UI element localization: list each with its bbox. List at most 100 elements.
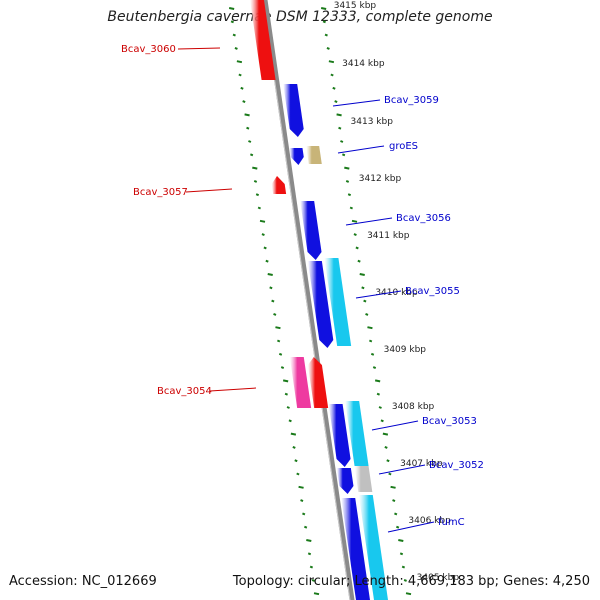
right-tick-track: [340, 140, 344, 143]
left-tick-track: [265, 259, 269, 263]
right-tick-track: [388, 472, 392, 476]
right-tick-track: [342, 153, 346, 157]
right-tick-track: [382, 432, 389, 436]
right-tick-track: [374, 379, 381, 383]
left-tick-track: [255, 193, 260, 197]
right-tick-track: [349, 206, 353, 210]
left-tick-track: [286, 406, 290, 409]
gene-bcav-3060: [250, 0, 276, 80]
kbp-label: 3414 kbp: [342, 59, 385, 69]
gene-leader-line: [337, 145, 385, 154]
left-tick-track: [296, 472, 300, 476]
left-tick-track: [292, 445, 296, 449]
right-tick-track: [345, 179, 350, 183]
gene-label: Bcav_3053: [422, 416, 477, 427]
left-tick-track: [313, 592, 320, 596]
right-tick-track: [401, 565, 406, 569]
accession-text: Accession: NC_012669: [9, 574, 157, 589]
gene-bcav-3053: [345, 401, 369, 466]
gene-groes-inner: [289, 148, 304, 165]
left-tick-track: [244, 113, 250, 117]
topology-text: Topology: circular; Length: 4,669,183 bp…: [232, 574, 590, 589]
left-tick-track: [300, 499, 304, 503]
right-tick-track: [365, 312, 369, 316]
gene-label: groES: [389, 141, 418, 152]
right-tick-track: [405, 592, 412, 596]
gene-label: Bcav_3059: [384, 95, 439, 106]
kbp-label: 3407 kbp: [400, 459, 443, 469]
kbp-label: 3409 kbp: [384, 345, 427, 355]
gene-bcav-3052-inner: [336, 468, 354, 494]
right-tick-track: [355, 246, 359, 250]
right-tick-track: [320, 7, 327, 10]
kbp-label: 3406 kbp: [408, 516, 451, 526]
gene-bcav-3054-outer: [289, 357, 312, 408]
gene-leader-line: [332, 99, 381, 107]
left-tick-track: [271, 299, 275, 303]
right-tick-track: [369, 339, 373, 343]
left-tick-track: [269, 286, 273, 290]
right-tick-track: [338, 126, 342, 130]
gene-leader-line: [371, 420, 419, 431]
map-title: Beutenbergia cavernae DSM 12333, complet…: [107, 9, 493, 25]
left-tick-track: [277, 339, 281, 343]
right-tick-track: [399, 552, 404, 556]
gene-fumc: [358, 495, 388, 600]
left-tick-track: [252, 166, 258, 170]
left-tick-track: [238, 73, 242, 77]
gene-fumc-inner: [341, 498, 370, 600]
left-tick-track: [278, 352, 283, 356]
gene-bcav-3055: [324, 258, 352, 346]
left-tick-track: [232, 33, 236, 37]
left-tick-track: [240, 86, 244, 90]
right-tick-track: [351, 219, 358, 223]
right-tick-track: [359, 273, 365, 276]
backbone-highlight: [262, 0, 351, 600]
left-tick-track: [253, 179, 258, 183]
genome-backbone: [262, 0, 355, 600]
left-tick-track: [246, 126, 250, 130]
right-tick-track: [380, 419, 384, 423]
kbp-label: 3405 kbp: [417, 573, 460, 583]
right-tick-track: [332, 86, 336, 90]
right-tick-track: [398, 539, 404, 542]
right-tick-track: [334, 100, 338, 104]
right-tick-track: [322, 20, 326, 24]
gene-leader-line: [177, 47, 221, 50]
gene-bcav-3059: [283, 84, 304, 137]
gene-label: fumC: [438, 517, 465, 528]
left-tick-track: [236, 60, 243, 64]
gene-leader-line: [378, 464, 426, 475]
gene-leader-line: [185, 188, 233, 193]
gene-leader-line: [209, 387, 257, 392]
right-tick-track: [384, 445, 388, 449]
kbp-label: 3411 kbp: [367, 231, 410, 241]
kbp-label: 3410 kbp: [375, 288, 418, 298]
right-tick-track: [386, 459, 390, 463]
right-tick-track: [403, 578, 407, 582]
kbp-label: 3408 kbp: [392, 402, 435, 412]
left-tick-track: [242, 100, 246, 104]
gene-bcav-3055-inner: [307, 261, 334, 348]
gene-bcav-3052: [354, 466, 373, 492]
right-tick-track: [394, 512, 398, 516]
right-tick-track: [361, 286, 365, 290]
right-tick-track: [367, 326, 373, 330]
right-tick-track: [326, 46, 330, 50]
right-tick-track: [376, 392, 380, 396]
right-tick-track: [357, 259, 361, 263]
left-tick-track: [309, 565, 314, 569]
right-tick-track: [370, 352, 375, 356]
right-tick-track: [390, 485, 396, 489]
left-tick-track: [294, 459, 298, 463]
left-tick-track: [306, 539, 312, 542]
kbp-label: 3412 kbp: [359, 174, 402, 184]
left-tick-track: [275, 326, 281, 330]
gene-bcav-3053-inner: [328, 404, 351, 467]
kbp-label: 3413 kbp: [351, 117, 394, 127]
right-tick-track: [363, 299, 367, 303]
gene-label: Bcav_3052: [429, 460, 484, 471]
gene-label: Bcav_3060: [121, 44, 176, 55]
left-tick-track: [298, 485, 304, 489]
